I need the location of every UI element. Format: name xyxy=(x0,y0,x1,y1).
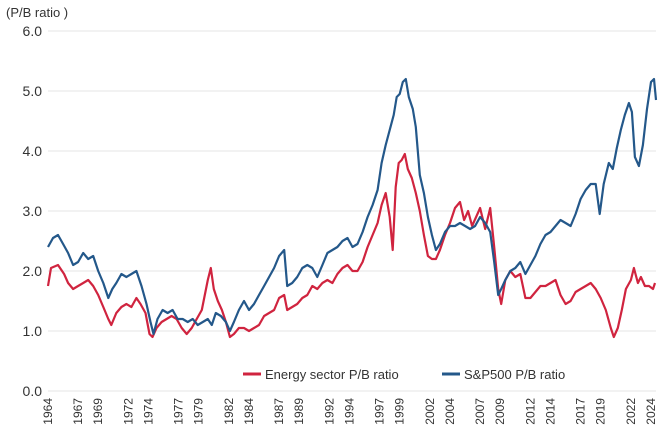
x-tick-1979: 1979 xyxy=(192,398,206,425)
x-tick-1977: 1977 xyxy=(172,398,186,425)
legend-label-0: Energy sector P/B ratio xyxy=(265,367,399,382)
y-axis-label: (P/B ratio ) xyxy=(6,5,68,20)
x-tick-2009: 2009 xyxy=(493,398,507,425)
x-tick-2012: 2012 xyxy=(523,398,537,425)
x-tick-1964: 1964 xyxy=(41,398,55,425)
x-tick-2004: 2004 xyxy=(443,398,457,425)
y-tick-2: 2.0 xyxy=(23,263,43,279)
grid xyxy=(48,30,656,392)
x-tick-1989: 1989 xyxy=(292,398,306,425)
x-tick-1987: 1987 xyxy=(272,398,286,425)
x-tick-1974: 1974 xyxy=(141,398,155,425)
x-tick-2024: 2024 xyxy=(644,398,658,425)
x-tick-1972: 1972 xyxy=(121,398,135,425)
y-tick-1: 1.0 xyxy=(23,323,43,339)
x-tick-1984: 1984 xyxy=(242,398,256,425)
x-tick-2007: 2007 xyxy=(473,398,487,425)
y-tick-0: 0.0 xyxy=(23,383,43,399)
x-tick-1992: 1992 xyxy=(322,398,336,425)
x-tick-1967: 1967 xyxy=(71,398,85,425)
x-tick-2017: 2017 xyxy=(574,398,588,425)
x-tick-labels: 1964 1967 1969 1972 1974 1977 1979 1982 1984 1987… xyxy=(41,398,658,425)
y-tick-5: 5.0 xyxy=(23,83,43,99)
x-tick-1994: 1994 xyxy=(342,398,356,425)
x-tick-1997: 1997 xyxy=(373,398,387,425)
x-tick-2022: 2022 xyxy=(624,398,638,425)
series-line-1 xyxy=(47,77,658,336)
x-tick-2019: 2019 xyxy=(594,398,608,425)
y-tick-3: 3.0 xyxy=(23,203,43,219)
y-tick-labels: 0.0 1.0 2.0 3.0 4.0 5.0 6.0 xyxy=(23,23,43,399)
y-tick-6: 6.0 xyxy=(23,23,43,39)
y-tick-4: 4.0 xyxy=(23,143,43,159)
legend: Energy sector P/B ratio S&P500 P/B ratio xyxy=(243,367,565,382)
x-tick-2014: 2014 xyxy=(543,398,557,425)
x-tick-2002: 2002 xyxy=(423,398,437,425)
series-lines xyxy=(46,77,658,339)
x-tick-1982: 1982 xyxy=(222,398,236,425)
legend-label-1: S&P500 P/B ratio xyxy=(464,367,565,382)
x-tick-1999: 1999 xyxy=(393,398,407,425)
x-tick-1969: 1969 xyxy=(91,398,105,425)
